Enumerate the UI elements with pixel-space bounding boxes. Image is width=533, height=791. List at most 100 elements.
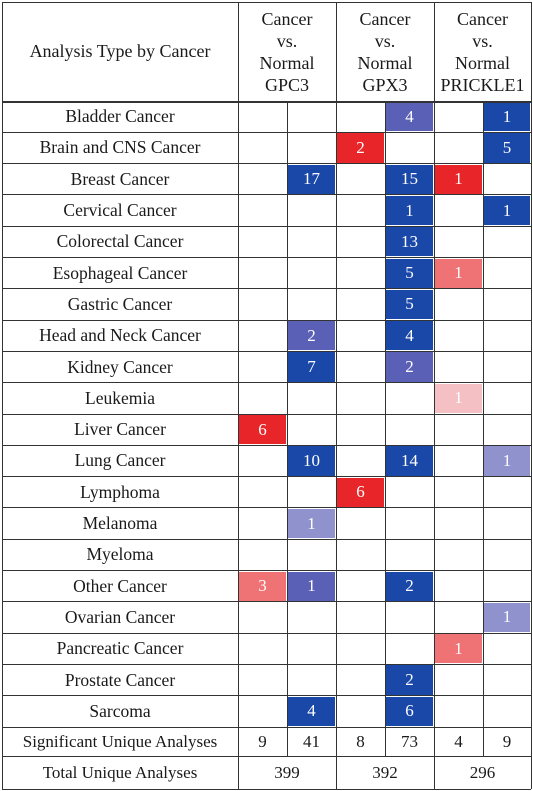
- header-divider: [2, 100, 531, 103]
- analysis-count-cell: 5: [386, 289, 433, 320]
- row-divider: [2, 538, 531, 540]
- row-divider: [2, 476, 531, 478]
- table-border-top: [2, 1, 531, 3]
- analysis-count-cell: 1: [484, 195, 530, 226]
- analysis-count-cell: 6: [239, 415, 286, 445]
- over-under-divider: [286, 101, 288, 756]
- row-divider: [2, 288, 531, 290]
- comparison-label-line: Normal: [455, 52, 510, 73]
- gene-name: GPX3: [362, 74, 408, 95]
- row-divider: [2, 663, 531, 665]
- analysis-count-cell: 13: [386, 227, 433, 257]
- row-divider: [2, 319, 531, 321]
- comparison-label-line: Normal: [357, 52, 413, 73]
- analysis-count-cell: 1: [435, 258, 482, 288]
- cancer-type-label: Gastric Cancer: [67, 293, 173, 314]
- analysis-count-cell: 5: [484, 133, 530, 163]
- analysis-count-cell: 1: [484, 102, 530, 132]
- cancer-type-label: Leukemia: [85, 387, 155, 408]
- analysis-count-cell: 1: [435, 164, 482, 194]
- cancer-type-label: Kidney Cancer: [67, 356, 173, 377]
- analysis-count-cell: 1: [288, 571, 335, 601]
- row-divider: [2, 755, 531, 757]
- analysis-count-cell: 2: [386, 665, 433, 695]
- analysis-count-cell: 1: [484, 446, 530, 476]
- total-unique-value: 296: [469, 762, 496, 782]
- analysis-count-cell: 1: [435, 634, 482, 664]
- row-divider: [2, 726, 531, 728]
- analysis-count-cell: 15: [386, 164, 433, 194]
- analysis-count-cell: 4: [288, 696, 335, 726]
- significant-unique-value: 73: [401, 731, 418, 751]
- significant-unique-value: 9: [502, 731, 512, 751]
- analysis-count-cell: 10: [288, 446, 335, 476]
- significant-unique-value: 9: [258, 731, 267, 751]
- significant-unique-value: 8: [356, 731, 365, 751]
- comparison-label-line: Cancer: [261, 8, 313, 29]
- analysis-count-cell: 2: [288, 321, 335, 351]
- comparison-label-line: Cancer: [457, 8, 508, 29]
- table-border-right: [530, 2, 532, 789]
- comparison-header: Cancer vs. Normal GPX3: [336, 4, 434, 99]
- row-divider: [2, 163, 531, 165]
- analysis-count-cell: 1: [435, 383, 482, 413]
- total-unique-value: 399: [274, 762, 300, 782]
- cancer-type-label: Other Cancer: [73, 575, 167, 596]
- row-divider: [2, 257, 531, 258]
- cancer-type-label: Prostate Cancer: [64, 669, 176, 690]
- analysis-count-cell: 2: [386, 571, 433, 601]
- row-divider: [2, 413, 531, 415]
- total-unique-value: 392: [372, 762, 398, 782]
- label-column-divider: [237, 2, 239, 789]
- cancer-type-label: Head and Neck Cancer: [39, 325, 201, 346]
- cancer-type-label: Ovarian Cancer: [64, 606, 176, 627]
- comparison-header: Cancer vs. Normal GPC3: [238, 4, 336, 99]
- table-border-left: [1, 2, 3, 789]
- analysis-count-cell: 17: [288, 164, 335, 194]
- row-divider: [2, 570, 531, 571]
- cancer-type-label: Myeloma: [86, 544, 154, 565]
- row-divider: [2, 225, 531, 227]
- analysis-count-cell: 6: [386, 696, 433, 726]
- cancer-type-label: Pancreatic Cancer: [56, 638, 184, 659]
- cancer-type-label: Sarcoma: [89, 700, 151, 721]
- analysis-count-cell: 1: [288, 508, 335, 539]
- comparison-header: Cancer vs. Normal PRICKLE1: [434, 4, 531, 99]
- row-divider: [2, 350, 531, 352]
- row-divider: [2, 382, 531, 384]
- total-unique-label: Total Unique Analyses: [42, 762, 198, 782]
- analysis-count-cell: 14: [386, 446, 433, 476]
- comparison-label-line: Normal: [259, 52, 315, 73]
- comparison-label-line: vs.: [472, 30, 493, 51]
- row-divider: [2, 444, 531, 446]
- analysis-count-cell: 7: [288, 352, 335, 382]
- over-under-divider: [384, 101, 386, 756]
- row-divider: [2, 632, 531, 634]
- row-divider: [2, 131, 531, 133]
- table-border-bottom: [2, 788, 531, 790]
- cancer-type-label: Lymphoma: [80, 481, 160, 502]
- row-divider: [2, 194, 531, 196]
- cancer-type-label: Cervical Cancer: [63, 200, 177, 221]
- cancer-type-label: Brain and CNS Cancer: [39, 137, 201, 158]
- cancer-type-label: Lung Cancer: [74, 450, 166, 471]
- cancer-type-label: Melanoma: [82, 513, 158, 534]
- comparison-label-line: vs.: [374, 30, 396, 51]
- significant-unique-value: 4: [454, 731, 463, 751]
- corner-label: Analysis Type by Cancer: [29, 41, 211, 61]
- cancer-type-label: Liver Cancer: [74, 419, 166, 440]
- row-divider: [2, 695, 531, 697]
- cancer-type-label: Breast Cancer: [70, 168, 170, 189]
- analysis-count-cell: 4: [386, 321, 433, 351]
- analysis-count-cell: 4: [386, 102, 433, 132]
- gene-name: GPC3: [264, 74, 309, 95]
- significant-unique-value: 41: [303, 731, 320, 751]
- cancer-type-label: Bladder Cancer: [65, 106, 175, 127]
- over-under-divider: [482, 101, 484, 756]
- comparison-divider: [433, 2, 435, 789]
- significant-unique-label: Significant Unique Analyses: [22, 731, 218, 751]
- row-divider: [2, 507, 531, 509]
- analysis-count-cell: 1: [484, 602, 530, 633]
- comparison-divider: [335, 2, 337, 789]
